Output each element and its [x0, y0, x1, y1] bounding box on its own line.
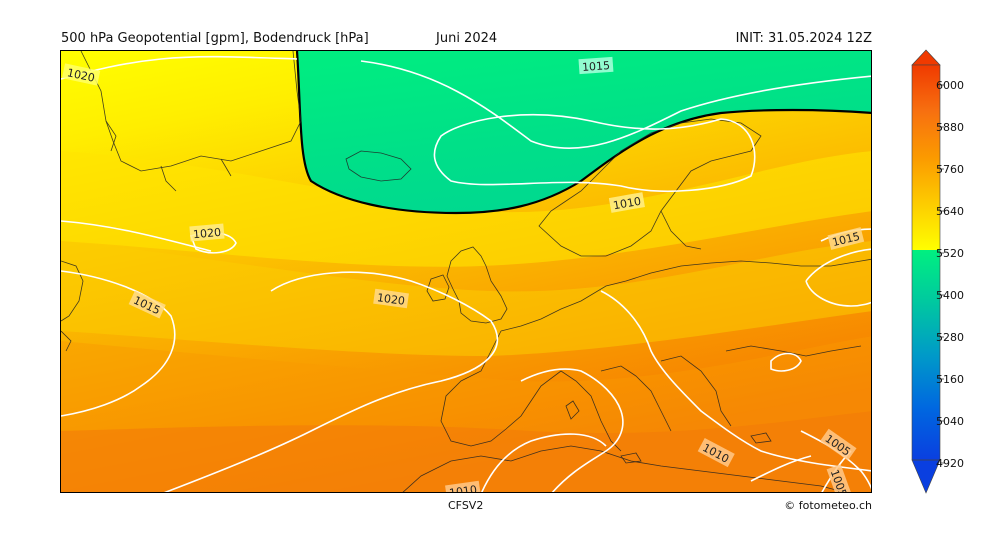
- isobar-label: 1020: [193, 226, 222, 241]
- colorbar-max-arrow: [911, 49, 941, 66]
- colorbar-ticks: 6000 5880 5760 5640 5520 5400 5280 5160 5040 4920: [936, 79, 964, 470]
- colorbar-cool-segment: [912, 250, 940, 460]
- colorbar-tick-label: 5880: [936, 121, 964, 134]
- map-period: Juni 2024: [436, 31, 498, 46]
- colorbar-tick-label: 5280: [936, 331, 964, 344]
- isobar-label: 1020: [376, 291, 406, 308]
- isobar-label: 1020: [66, 66, 96, 85]
- map-title: 500 hPa Geopotential [gpm], Bodendruck […: [61, 31, 369, 46]
- forecast-map: 1020 1015 1020 1015 1020 1010: [60, 50, 872, 493]
- band-orange-2: [61, 411, 871, 492]
- isobar-label: 1010: [448, 483, 478, 493]
- map-canvas: 1020 1015 1020 1015 1020 1010: [61, 51, 871, 493]
- colorbar: 6000 5880 5760 5640 5520 5400 5280 5160 5040 4920: [911, 49, 964, 494]
- band-yellow-2: [61, 151, 871, 267]
- source-credit: © fotometeo.ch: [784, 499, 872, 512]
- contour-5520: [295, 51, 871, 215]
- isobar-label: 1010: [612, 195, 642, 213]
- colorbar-warm-segment: [912, 65, 940, 250]
- colorbar-tick-label: 6000: [936, 79, 964, 92]
- isobar-label: 1015: [582, 59, 611, 74]
- colorbar-tick-label: 4920: [936, 457, 964, 470]
- colorbar-tick-label: 5520: [936, 247, 964, 260]
- model-name: CFSV2: [448, 499, 484, 512]
- colorbar-tick-label: 5640: [936, 205, 964, 218]
- band-yellow-3: [61, 241, 871, 356]
- trough-region: [297, 51, 871, 213]
- coastlines: [61, 51, 871, 492]
- colorbar-tick-label: 5400: [936, 289, 964, 302]
- colorbar-tick-label: 5760: [936, 163, 964, 176]
- colorbar-tick-label: 5040: [936, 415, 964, 428]
- init-time: INIT: 31.05.2024 12Z: [735, 31, 872, 46]
- isobars: [61, 55, 871, 492]
- colorbar-tick-label: 5160: [936, 373, 964, 386]
